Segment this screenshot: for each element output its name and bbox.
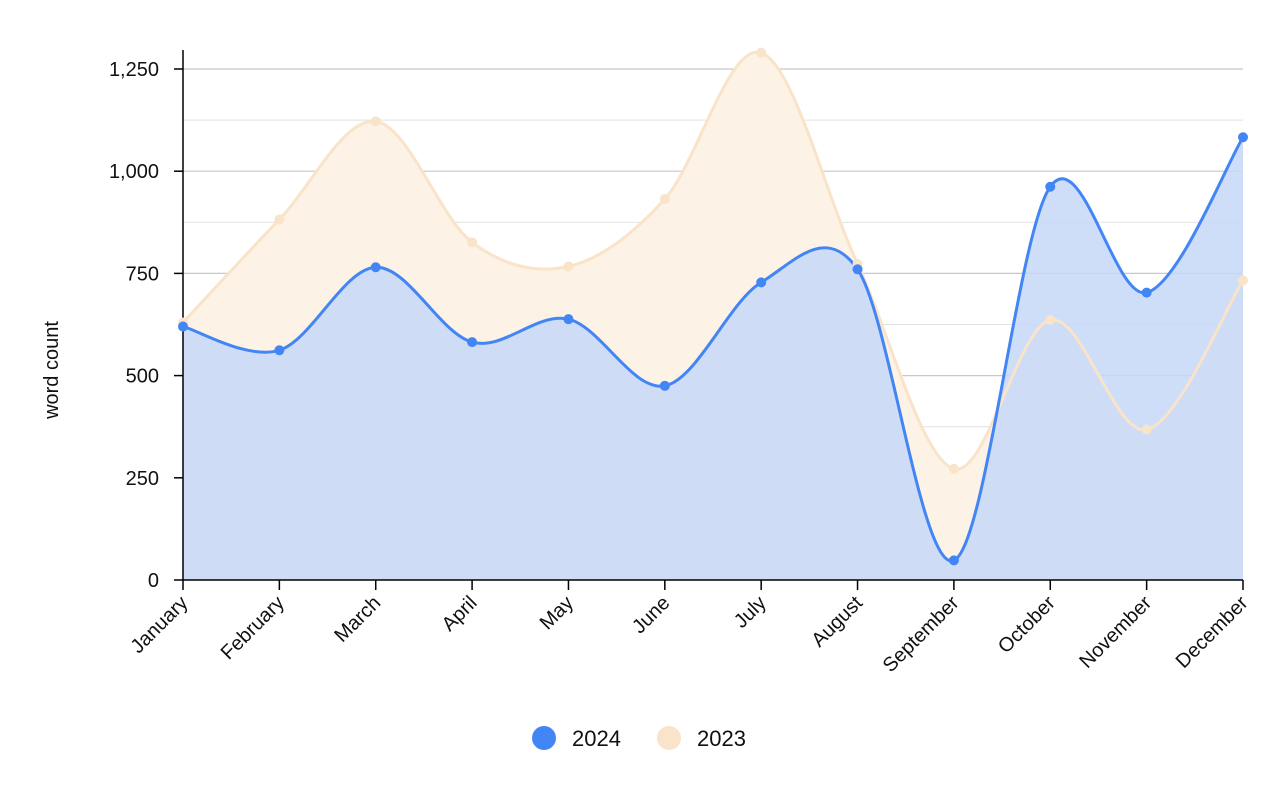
- data-point-2024-february: [274, 345, 285, 356]
- data-point-2023-december: [1238, 275, 1248, 286]
- data-point-2023-november: [1141, 424, 1152, 435]
- data-points: [178, 47, 1248, 566]
- legend-swatch: [532, 726, 556, 750]
- data-point-2024-april: [467, 337, 478, 348]
- data-point-2023-june: [659, 193, 670, 204]
- data-point-2023-october: [1045, 315, 1056, 326]
- data-point-2024-january: [178, 321, 188, 332]
- data-point-2024-november: [1141, 287, 1152, 298]
- x-tick-label: July: [730, 592, 771, 633]
- y-tick-label: 0: [148, 570, 159, 592]
- data-point-2023-april: [467, 237, 478, 248]
- x-tick-label: February: [217, 592, 289, 664]
- x-tick-label: June: [628, 592, 674, 638]
- y-axis-title: word count: [41, 321, 63, 420]
- y-tick-label: 500: [126, 366, 159, 388]
- x-tick-label: November: [1075, 592, 1156, 673]
- data-point-2023-september: [948, 463, 959, 474]
- y-tick-label: 1,000: [109, 161, 159, 183]
- x-tick-label: January: [127, 592, 193, 658]
- data-point-2024-october: [1045, 181, 1056, 192]
- y-tick-label: 1,250: [109, 59, 159, 81]
- legend-label: 2023: [697, 726, 746, 751]
- data-point-2024-may: [563, 314, 574, 325]
- data-point-2023-may: [563, 261, 574, 272]
- y-tick-label: 750: [126, 263, 159, 285]
- area-fills: [183, 51, 1243, 581]
- data-point-2023-july: [756, 47, 767, 58]
- data-point-2024-september: [948, 555, 959, 566]
- legend-swatch: [657, 726, 681, 750]
- x-tick-label: December: [1172, 592, 1253, 673]
- data-point-2023-february: [274, 214, 285, 225]
- x-tick-label: August: [807, 592, 867, 652]
- x-tick-label: May: [536, 592, 578, 634]
- data-point-2024-august: [852, 264, 863, 275]
- x-tick-label: March: [330, 592, 385, 647]
- data-point-2024-march: [370, 262, 381, 273]
- x-tick-label: September: [879, 592, 964, 677]
- data-point-2024-june: [659, 380, 670, 391]
- y-tick-label: 250: [126, 468, 159, 490]
- axes: [174, 50, 1244, 590]
- data-point-2024-december: [1238, 132, 1248, 143]
- legend-item-2023[interactable]: 2023: [657, 726, 746, 751]
- data-point-2023-march: [370, 116, 381, 127]
- data-point-2024-july: [756, 277, 767, 288]
- legend[interactable]: 2024 2023: [532, 726, 746, 751]
- legend-item-2024[interactable]: 2024: [532, 726, 621, 751]
- legend-label: 2024: [572, 726, 621, 751]
- x-tick-label: April: [438, 592, 482, 636]
- x-tick-label: October: [994, 592, 1060, 658]
- area-series-2024: [183, 137, 1243, 580]
